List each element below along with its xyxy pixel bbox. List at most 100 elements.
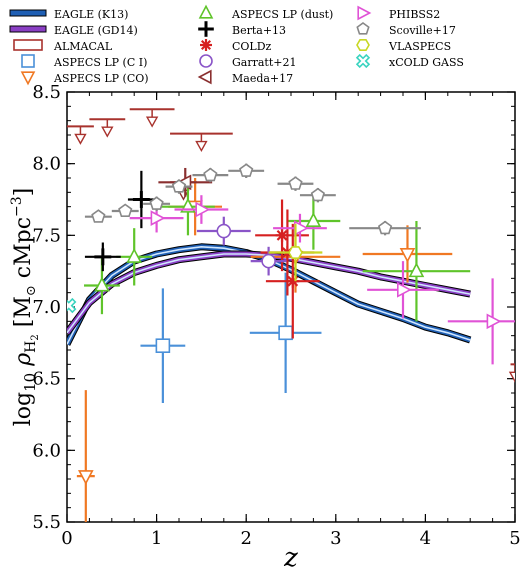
data-point	[277, 176, 314, 191]
svg-text:log10 ρH2 [M⊙ cMpc−3]: log10 ρH2 [M⊙ cMpc−3]	[9, 188, 41, 427]
marker-triangle-left	[197, 69, 212, 85]
marker-triangle-up	[94, 276, 110, 292]
legend-label: EAGLE (K13)	[54, 8, 128, 21]
legend-entry: Berta+13	[198, 21, 286, 37]
y-tick-label: 6.5	[32, 369, 61, 390]
legend: EAGLE (K13) EAGLE (GD14) ALMACAL ASPECS LP …	[9, 4, 464, 86]
x-tick-label: 0	[61, 528, 72, 549]
marker-pentagon	[203, 167, 218, 182]
y-tick-label: 6.0	[32, 440, 61, 461]
legend-entry: ASPECS LP (C I)	[21, 54, 147, 69]
upper-limit	[508, 363, 515, 383]
data-point	[84, 242, 121, 272]
data-point	[76, 390, 95, 522]
data-point	[447, 278, 515, 365]
marker-pentagon	[149, 196, 164, 210]
legend-label: Garratt+21	[232, 56, 296, 69]
marker-square	[278, 325, 293, 341]
marker-plus	[94, 248, 112, 266]
marker-triangle-right	[195, 201, 211, 218]
data-point	[362, 221, 471, 322]
marker-triangle-down	[399, 247, 416, 263]
marker-pentagon	[288, 176, 303, 190]
data-point	[192, 167, 229, 183]
marker-pentagon	[356, 22, 370, 35]
legend-label: PHIBSS2	[389, 8, 440, 21]
data-point	[362, 225, 453, 283]
marker-x	[355, 53, 371, 69]
legend-entry: Garratt+21	[199, 54, 296, 69]
plot-frame	[66, 91, 516, 523]
legend-entry: ASPECS LP (CO)	[20, 71, 149, 86]
data-point	[249, 272, 322, 393]
upper-limit	[129, 108, 175, 128]
series-aspecs-lp-c-i-	[140, 272, 322, 404]
data-point	[265, 223, 320, 339]
marker-pentagon	[91, 209, 106, 223]
data-point	[228, 163, 265, 178]
data-point	[84, 209, 112, 223]
legend-entry: ALMACAL	[13, 39, 113, 53]
marker-plus	[132, 191, 150, 208]
x-tick-label: 1	[151, 528, 162, 549]
marker-triangle-down	[77, 470, 94, 486]
legend-label: Berta+13	[232, 24, 286, 37]
marker-hexagon	[356, 39, 370, 51]
legend-label: Scoville+17	[389, 24, 456, 37]
marker-pentagon	[239, 163, 254, 177]
legend-entry: Scoville+17	[356, 22, 456, 37]
legend-entry: ASPECS LP (dust)	[198, 4, 333, 21]
legend-entry: EAGLE (GD14)	[9, 24, 138, 37]
legend-label: xCOLD GASS	[389, 56, 464, 69]
marker-pentagon	[310, 187, 326, 202]
marker-square	[155, 338, 171, 354]
x-tick-label: 2	[240, 528, 251, 549]
marker-triangle-right	[357, 5, 372, 21]
data-point	[67, 297, 77, 314]
plot-area	[67, 108, 515, 522]
data-point	[111, 203, 139, 218]
marker-star	[286, 274, 300, 288]
marker-star	[200, 39, 212, 51]
marker-triangle-up	[198, 4, 214, 19]
legend-label: VLASPECS	[388, 40, 451, 53]
legend-label: ALMACAL	[53, 40, 113, 53]
upper-limit	[67, 125, 94, 145]
legend-entry: VLASPECS	[356, 39, 451, 53]
legend-label: COLDz	[232, 40, 272, 53]
series-scoville-17	[84, 163, 421, 236]
y-tick-label: 8.5	[32, 82, 61, 103]
legend-label: EAGLE (GD14)	[54, 24, 138, 37]
data-point	[367, 261, 439, 319]
marker-circle	[261, 253, 276, 269]
data-point	[196, 216, 251, 246]
series-xcold-gass	[67, 297, 77, 314]
legend-entry: Maeda+17	[197, 69, 293, 85]
series-phibss2	[129, 195, 515, 365]
data-point	[268, 223, 323, 282]
x-axis-label: z	[283, 543, 298, 573]
data-point	[143, 196, 171, 211]
marker-triangle-up	[305, 212, 322, 227]
axis-ticks: 0 1 2 3 4 5 5.5 6.0 6.5 7.0 7.5 8.0 8.5	[32, 82, 520, 549]
data-point	[140, 288, 186, 404]
legend-entry: COLDz	[200, 39, 272, 53]
marker-triangle-up	[126, 247, 143, 263]
x-tick-label: 3	[330, 528, 341, 549]
marker-triangle-down	[20, 71, 36, 86]
legend-entry: xCOLD GASS	[355, 53, 464, 69]
legend-entry: EAGLE (K13)	[9, 8, 128, 21]
legend-label: Maeda+17	[232, 72, 293, 85]
y-tick-label: 5.5	[32, 512, 61, 533]
y-tick-label: 7.0	[32, 297, 61, 318]
marker-hexagon	[288, 246, 303, 259]
upper-limit	[89, 118, 126, 138]
marker-pentagon	[171, 179, 187, 193]
series-vlaspecs	[268, 223, 323, 282]
y-tick-label: 8.0	[32, 154, 61, 175]
data-point	[165, 179, 193, 194]
legend-label: ASPECS LP (C I)	[53, 56, 147, 69]
marker-plus	[198, 21, 214, 37]
x-tick-label: 5	[509, 528, 520, 549]
